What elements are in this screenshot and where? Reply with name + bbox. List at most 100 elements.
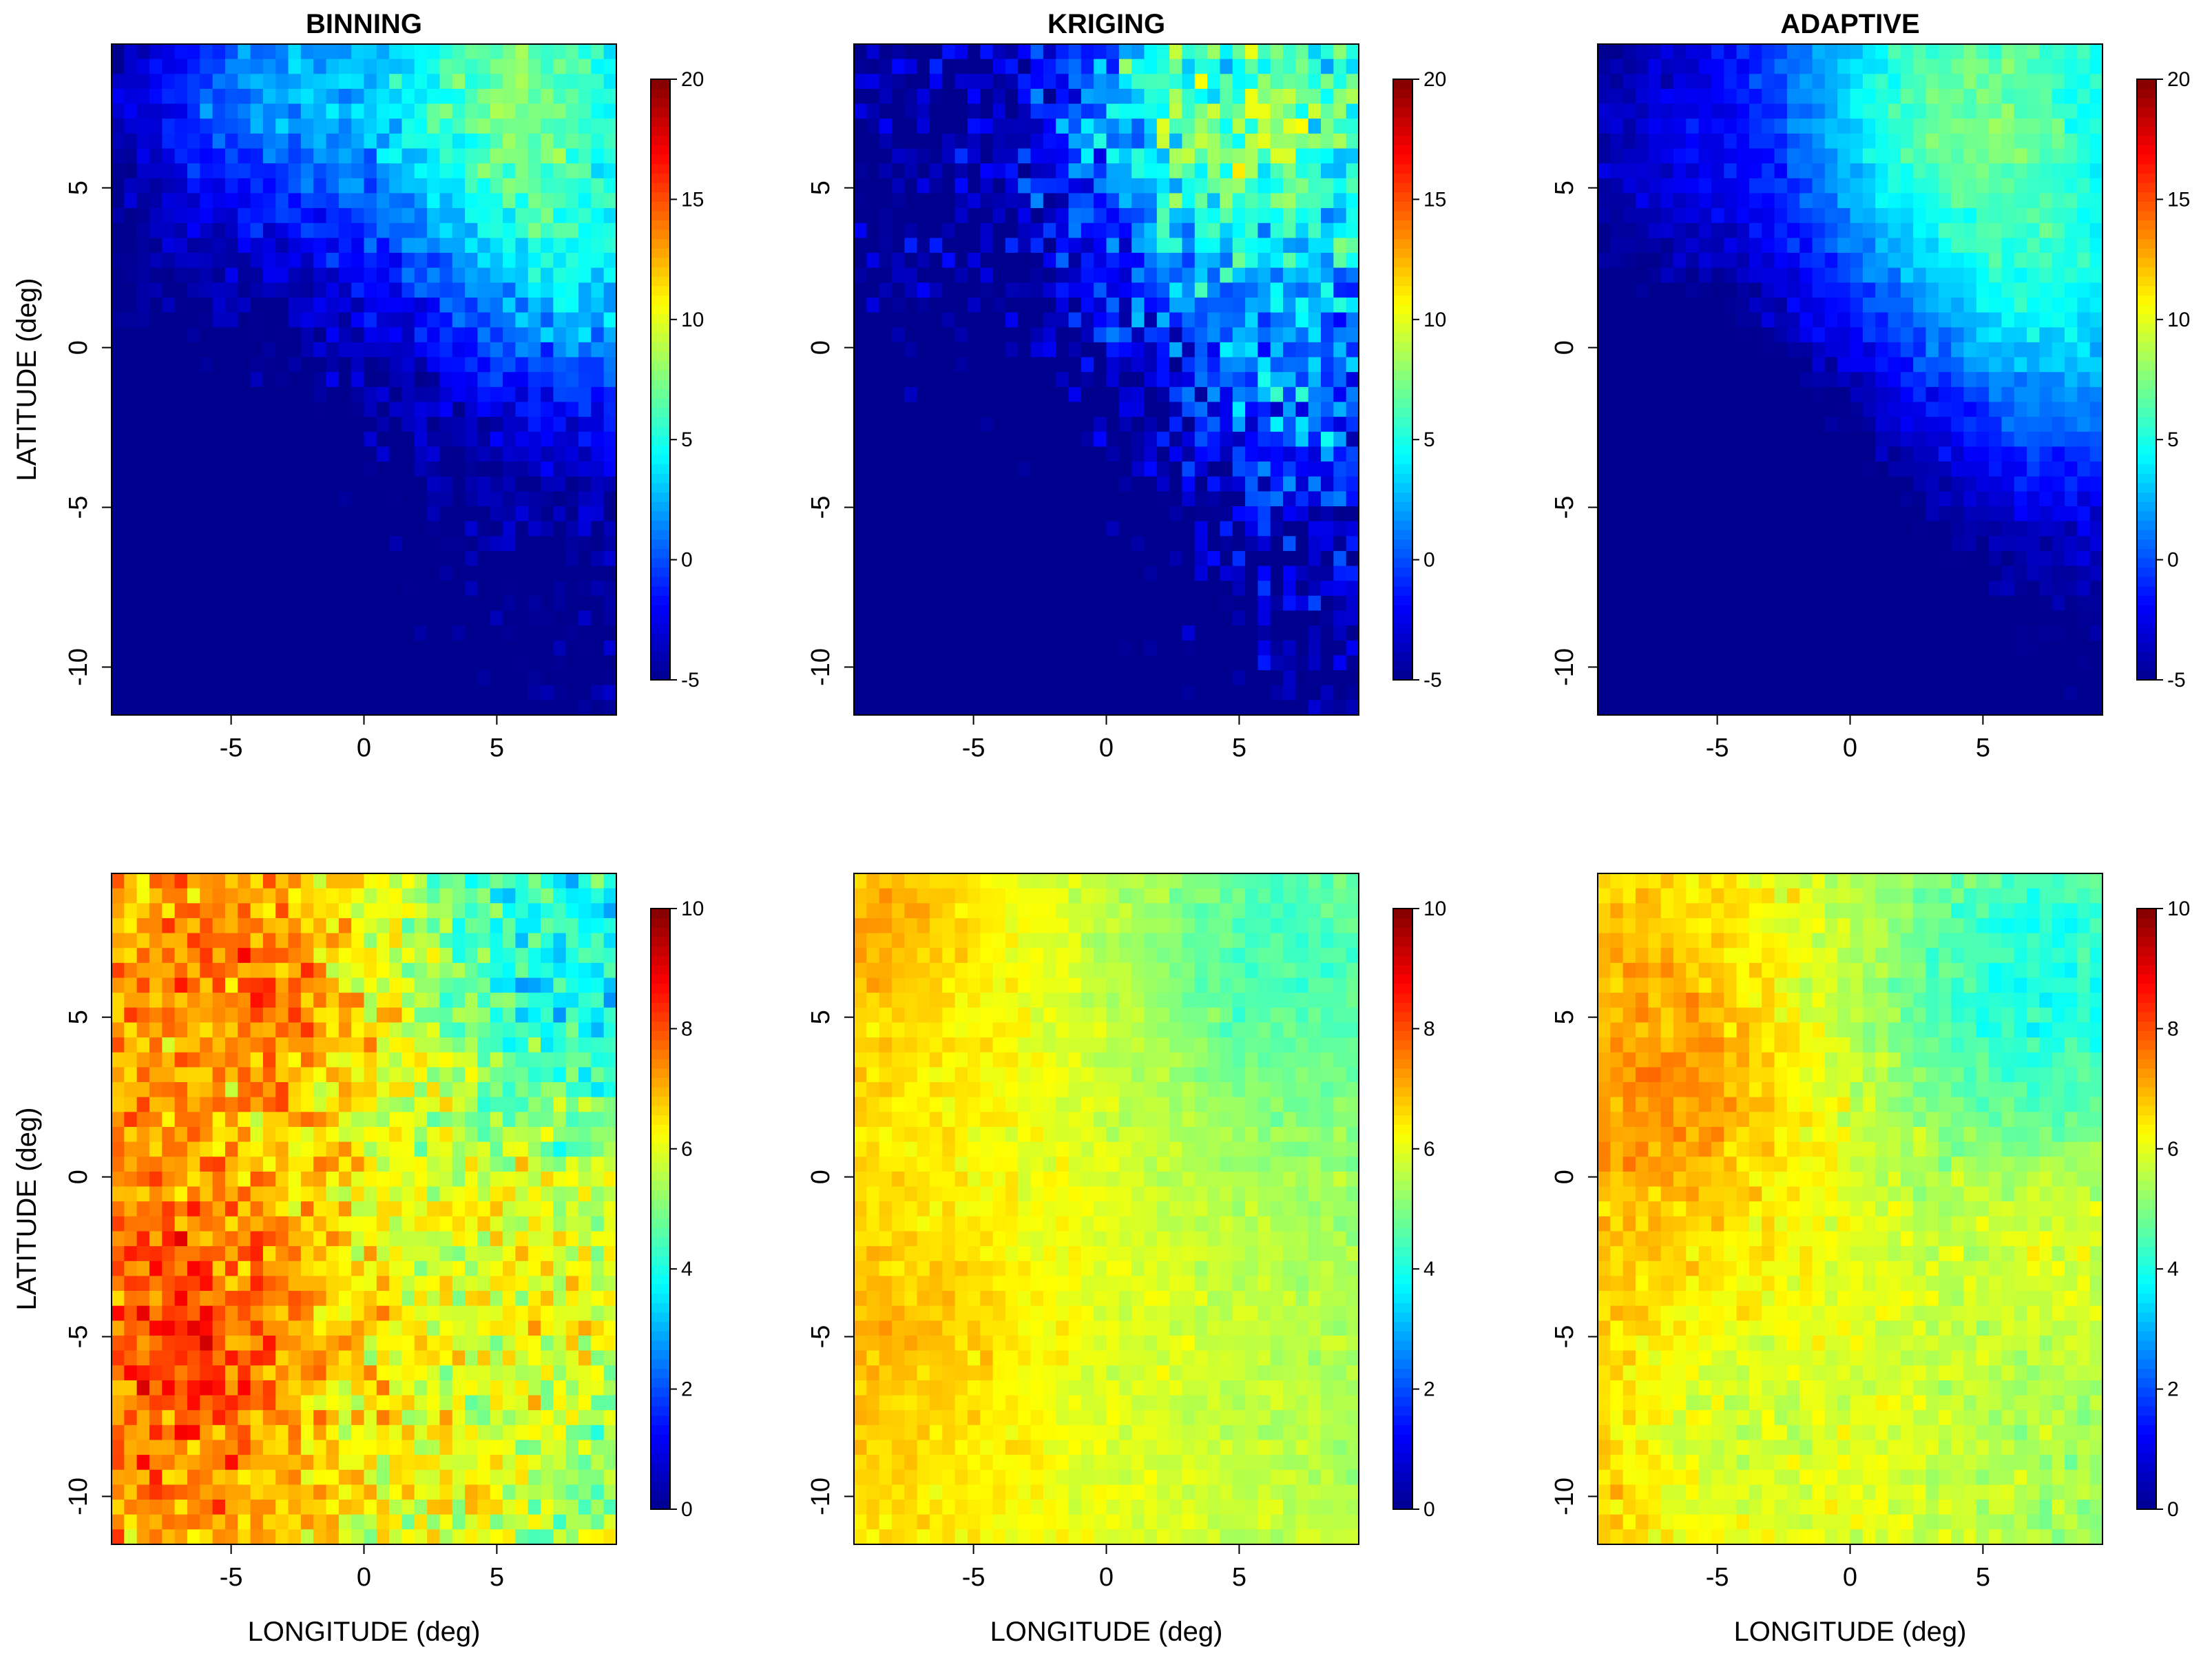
heatmap-cell bbox=[553, 536, 567, 552]
heatmap-cell bbox=[200, 431, 213, 447]
heatmap-cell bbox=[1673, 402, 1687, 417]
heatmap-cell bbox=[1018, 476, 1032, 492]
heatmap-cell bbox=[1030, 59, 1044, 74]
heatmap-cell bbox=[1762, 74, 1775, 90]
heatmap-cell bbox=[1598, 88, 1611, 105]
colorbar-tick-label: 0 bbox=[681, 549, 693, 572]
heatmap-cell bbox=[578, 521, 592, 537]
heatmap-cell bbox=[565, 700, 579, 716]
heatmap-cell bbox=[326, 118, 340, 134]
heatmap-cell bbox=[187, 88, 200, 105]
heatmap-cell bbox=[187, 342, 200, 358]
heatmap-cell bbox=[1258, 312, 1271, 328]
heatmap-cell bbox=[1258, 238, 1271, 253]
colorbar-swatch bbox=[651, 652, 670, 662]
heatmap-cell bbox=[879, 103, 893, 119]
heatmap-cell bbox=[1068, 163, 1082, 179]
heatmap-cell bbox=[1762, 417, 1775, 433]
heatmap-cell bbox=[351, 550, 365, 567]
heatmap-cell bbox=[1598, 59, 1611, 74]
heatmap-cell bbox=[1736, 386, 1750, 403]
heatmap-cell bbox=[300, 74, 314, 90]
heatmap-cell bbox=[326, 133, 340, 149]
heatmap-cell bbox=[1232, 253, 1246, 269]
heatmap-cell bbox=[929, 640, 943, 656]
heatmap-cell bbox=[967, 700, 981, 716]
heatmap-cell bbox=[225, 431, 238, 447]
heatmap-cell bbox=[2001, 208, 2015, 224]
colorbar-swatch bbox=[1393, 455, 1412, 465]
heatmap-cell bbox=[1812, 462, 1826, 477]
heatmap-cell bbox=[1081, 44, 1094, 60]
heatmap-cell bbox=[1308, 103, 1322, 119]
heatmap-cell bbox=[1333, 282, 1347, 298]
heatmap-cell bbox=[1686, 282, 1700, 298]
heatmap-cell bbox=[1156, 685, 1170, 701]
heatmap-cell bbox=[954, 625, 968, 641]
heatmap-cell bbox=[879, 402, 893, 417]
heatmap-cell bbox=[1258, 118, 1271, 134]
heatmap-cell bbox=[1686, 44, 1700, 60]
heatmap-cell bbox=[1056, 312, 1070, 328]
colorbar-swatch bbox=[651, 577, 670, 587]
colorbar-swatch bbox=[651, 632, 670, 643]
heatmap-cell bbox=[414, 74, 428, 90]
heatmap-cell bbox=[1786, 238, 1800, 253]
heatmap-cell bbox=[980, 327, 994, 343]
heatmap-cell bbox=[1888, 178, 1901, 194]
heatmap-cell bbox=[351, 282, 365, 298]
heatmap-cell bbox=[2089, 44, 2103, 60]
heatmap-cell bbox=[1660, 103, 1674, 119]
heatmap-cell bbox=[1144, 88, 1158, 105]
heatmap-cell bbox=[389, 118, 403, 134]
heatmap-cell bbox=[2089, 193, 2103, 209]
heatmap-cell bbox=[313, 550, 327, 567]
heatmap-cell bbox=[1989, 446, 2002, 462]
heatmap-cell bbox=[149, 536, 163, 552]
heatmap-cell bbox=[477, 462, 491, 477]
colorbar-swatch bbox=[1393, 351, 1412, 362]
heatmap-cell bbox=[477, 386, 491, 403]
heatmap-cell bbox=[1976, 431, 1990, 447]
heatmap-cell bbox=[1030, 550, 1044, 567]
heatmap-cell bbox=[1774, 372, 1788, 388]
heatmap-cell bbox=[338, 238, 352, 253]
heatmap-cell bbox=[1623, 208, 1636, 224]
heatmap-cell bbox=[1321, 372, 1334, 388]
heatmap-cell bbox=[1951, 446, 1965, 462]
heatmap-cell bbox=[225, 581, 238, 597]
colorbar-swatch bbox=[651, 501, 670, 512]
heatmap-cell bbox=[980, 133, 994, 149]
heatmap-cell bbox=[465, 640, 479, 656]
heatmap-cell bbox=[929, 118, 943, 134]
heatmap-cell bbox=[338, 476, 352, 492]
heatmap-cell bbox=[1156, 595, 1170, 612]
heatmap-cell bbox=[136, 74, 150, 90]
heatmap-cell bbox=[1660, 163, 1674, 179]
heatmap-cell bbox=[1005, 103, 1019, 119]
heatmap-cell bbox=[917, 491, 930, 507]
heatmap-cell bbox=[1648, 74, 1662, 90]
heatmap-cell bbox=[992, 178, 1006, 194]
heatmap-cell bbox=[1635, 44, 1649, 60]
heatmap-cell bbox=[288, 88, 302, 105]
heatmap-cell bbox=[1131, 88, 1145, 105]
heatmap-cell bbox=[2065, 327, 2078, 343]
heatmap-cell bbox=[326, 372, 340, 388]
heatmap-cell bbox=[1081, 103, 1094, 119]
heatmap-cell bbox=[1812, 253, 1826, 269]
heatmap-cell bbox=[1686, 74, 1700, 90]
heatmap-cell bbox=[427, 342, 441, 358]
heatmap-cell bbox=[389, 44, 403, 60]
heatmap-cell bbox=[1258, 74, 1271, 90]
heatmap-cell bbox=[1862, 74, 1876, 90]
heatmap-cell bbox=[904, 402, 918, 417]
heatmap-cell bbox=[1673, 297, 1687, 313]
heatmap-cell bbox=[2065, 357, 2078, 373]
heatmap-cell bbox=[136, 417, 150, 433]
heatmap-cell bbox=[1635, 327, 1649, 343]
heatmap-cell bbox=[1321, 88, 1334, 105]
heatmap-cell bbox=[376, 655, 390, 671]
heatmap-cell bbox=[904, 372, 918, 388]
heatmap-cell bbox=[1030, 417, 1044, 433]
